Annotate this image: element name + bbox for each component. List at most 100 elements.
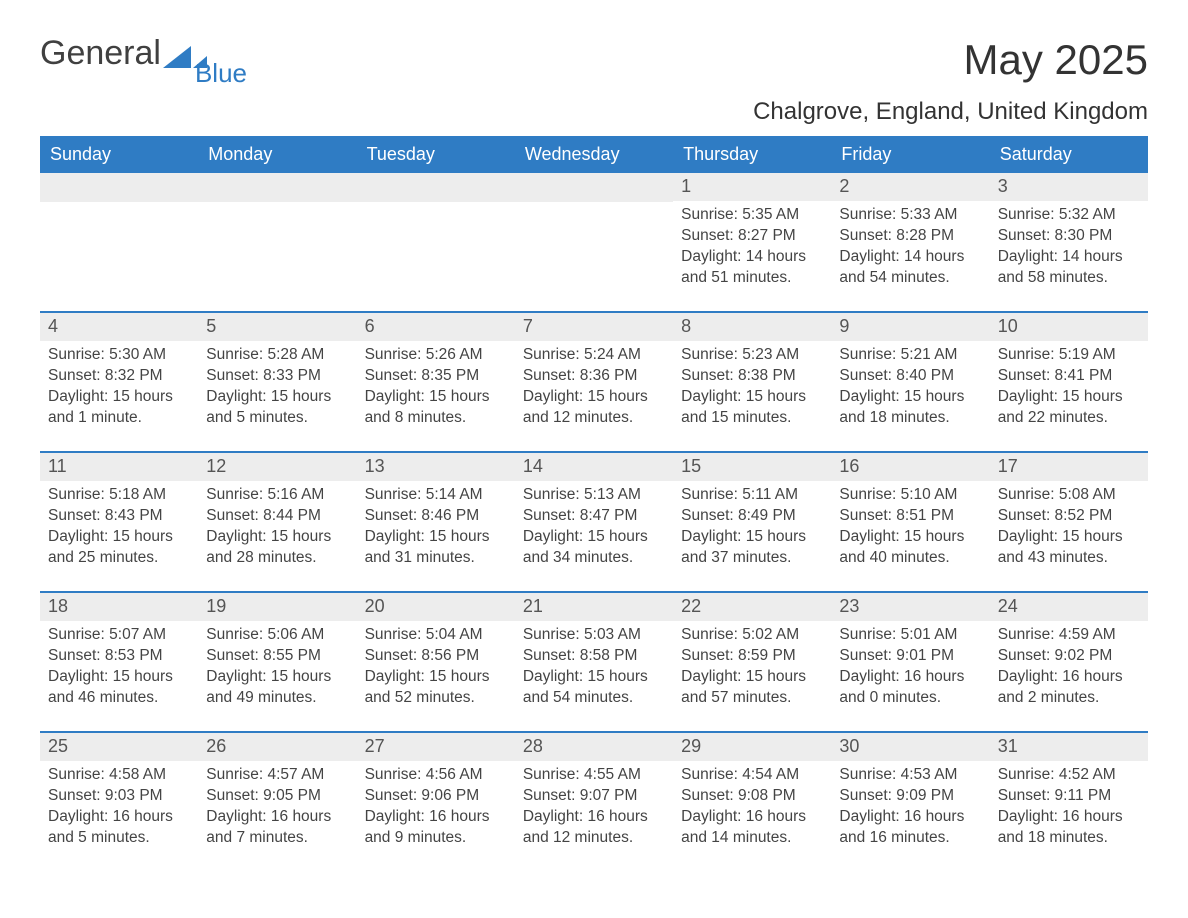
day-number: 27 xyxy=(357,733,515,761)
day-body: Sunrise: 4:54 AMSunset: 9:08 PMDaylight:… xyxy=(673,761,831,855)
week-row: 11Sunrise: 5:18 AMSunset: 8:43 PMDayligh… xyxy=(40,451,1148,591)
day-cell: 7Sunrise: 5:24 AMSunset: 8:36 PMDaylight… xyxy=(515,313,673,451)
day-number: 18 xyxy=(40,593,198,621)
sunset-text: Sunset: 9:03 PM xyxy=(48,786,190,807)
day-body: Sunrise: 5:26 AMSunset: 8:35 PMDaylight:… xyxy=(357,341,515,435)
day-number: 9 xyxy=(831,313,989,341)
day-cell: 13Sunrise: 5:14 AMSunset: 8:46 PMDayligh… xyxy=(357,453,515,591)
day-header: Tuesday xyxy=(357,136,515,173)
daylight-text: Daylight: 15 hours and 37 minutes. xyxy=(681,527,823,569)
day-number: 19 xyxy=(198,593,356,621)
sunrise-text: Sunrise: 5:32 AM xyxy=(998,205,1140,226)
day-body: Sunrise: 5:23 AMSunset: 8:38 PMDaylight:… xyxy=(673,341,831,435)
day-number: 25 xyxy=(40,733,198,761)
week-row: 1Sunrise: 5:35 AMSunset: 8:27 PMDaylight… xyxy=(40,173,1148,311)
sunrise-text: Sunrise: 5:16 AM xyxy=(206,485,348,506)
day-body: Sunrise: 5:03 AMSunset: 8:58 PMDaylight:… xyxy=(515,621,673,715)
sunset-text: Sunset: 8:32 PM xyxy=(48,366,190,387)
sunset-text: Sunset: 9:06 PM xyxy=(365,786,507,807)
sunset-text: Sunset: 8:41 PM xyxy=(998,366,1140,387)
sunset-text: Sunset: 8:47 PM xyxy=(523,506,665,527)
day-cell: 15Sunrise: 5:11 AMSunset: 8:49 PMDayligh… xyxy=(673,453,831,591)
day-number-empty xyxy=(40,173,198,202)
day-header: Sunday xyxy=(40,136,198,173)
day-header-row: SundayMondayTuesdayWednesdayThursdayFrid… xyxy=(40,136,1148,173)
day-cell: 3Sunrise: 5:32 AMSunset: 8:30 PMDaylight… xyxy=(990,173,1148,311)
page-subtitle: Chalgrove, England, United Kingdom xyxy=(753,98,1148,126)
day-body: Sunrise: 5:11 AMSunset: 8:49 PMDaylight:… xyxy=(673,481,831,575)
day-cell: 22Sunrise: 5:02 AMSunset: 8:59 PMDayligh… xyxy=(673,593,831,731)
logo: General Blue xyxy=(40,36,265,70)
day-cell: 19Sunrise: 5:06 AMSunset: 8:55 PMDayligh… xyxy=(198,593,356,731)
calendar: SundayMondayTuesdayWednesdayThursdayFrid… xyxy=(40,136,1148,871)
day-cell: 27Sunrise: 4:56 AMSunset: 9:06 PMDayligh… xyxy=(357,733,515,871)
day-number: 30 xyxy=(831,733,989,761)
daylight-text: Daylight: 15 hours and 54 minutes. xyxy=(523,667,665,709)
sunrise-text: Sunrise: 5:28 AM xyxy=(206,345,348,366)
daylight-text: Daylight: 16 hours and 2 minutes. xyxy=(998,667,1140,709)
daylight-text: Daylight: 15 hours and 25 minutes. xyxy=(48,527,190,569)
day-number: 28 xyxy=(515,733,673,761)
day-cell: 30Sunrise: 4:53 AMSunset: 9:09 PMDayligh… xyxy=(831,733,989,871)
sunset-text: Sunset: 8:43 PM xyxy=(48,506,190,527)
sunrise-text: Sunrise: 5:13 AM xyxy=(523,485,665,506)
day-header: Thursday xyxy=(673,136,831,173)
day-body: Sunrise: 5:19 AMSunset: 8:41 PMDaylight:… xyxy=(990,341,1148,435)
day-body: Sunrise: 5:08 AMSunset: 8:52 PMDaylight:… xyxy=(990,481,1148,575)
day-body: Sunrise: 4:53 AMSunset: 9:09 PMDaylight:… xyxy=(831,761,989,855)
sunset-text: Sunset: 9:02 PM xyxy=(998,646,1140,667)
sunset-text: Sunset: 8:44 PM xyxy=(206,506,348,527)
day-body: Sunrise: 4:58 AMSunset: 9:03 PMDaylight:… xyxy=(40,761,198,855)
sunset-text: Sunset: 9:08 PM xyxy=(681,786,823,807)
day-body: Sunrise: 5:35 AMSunset: 8:27 PMDaylight:… xyxy=(673,201,831,295)
day-number: 29 xyxy=(673,733,831,761)
sunrise-text: Sunrise: 5:26 AM xyxy=(365,345,507,366)
sunrise-text: Sunrise: 4:57 AM xyxy=(206,765,348,786)
page-title: May 2025 xyxy=(753,36,1148,84)
day-cell: 24Sunrise: 4:59 AMSunset: 9:02 PMDayligh… xyxy=(990,593,1148,731)
day-cell: 21Sunrise: 5:03 AMSunset: 8:58 PMDayligh… xyxy=(515,593,673,731)
day-body: Sunrise: 5:33 AMSunset: 8:28 PMDaylight:… xyxy=(831,201,989,295)
sunrise-text: Sunrise: 5:06 AM xyxy=(206,625,348,646)
day-cell: 18Sunrise: 5:07 AMSunset: 8:53 PMDayligh… xyxy=(40,593,198,731)
day-body: Sunrise: 4:56 AMSunset: 9:06 PMDaylight:… xyxy=(357,761,515,855)
daylight-text: Daylight: 15 hours and 57 minutes. xyxy=(681,667,823,709)
daylight-text: Daylight: 15 hours and 22 minutes. xyxy=(998,387,1140,429)
daylight-text: Daylight: 16 hours and 12 minutes. xyxy=(523,807,665,849)
sunrise-text: Sunrise: 4:58 AM xyxy=(48,765,190,786)
sunset-text: Sunset: 8:51 PM xyxy=(839,506,981,527)
sunrise-text: Sunrise: 5:14 AM xyxy=(365,485,507,506)
day-number: 23 xyxy=(831,593,989,621)
day-cell: 4Sunrise: 5:30 AMSunset: 8:32 PMDaylight… xyxy=(40,313,198,451)
day-number: 20 xyxy=(357,593,515,621)
sunset-text: Sunset: 8:55 PM xyxy=(206,646,348,667)
day-cell: 16Sunrise: 5:10 AMSunset: 8:51 PMDayligh… xyxy=(831,453,989,591)
sunset-text: Sunset: 8:53 PM xyxy=(48,646,190,667)
day-number: 14 xyxy=(515,453,673,481)
day-number: 3 xyxy=(990,173,1148,201)
sunrise-text: Sunrise: 5:24 AM xyxy=(523,345,665,366)
day-cell: 2Sunrise: 5:33 AMSunset: 8:28 PMDaylight… xyxy=(831,173,989,311)
day-body: Sunrise: 5:02 AMSunset: 8:59 PMDaylight:… xyxy=(673,621,831,715)
sunset-text: Sunset: 9:09 PM xyxy=(839,786,981,807)
day-cell xyxy=(515,173,673,311)
day-body: Sunrise: 5:10 AMSunset: 8:51 PMDaylight:… xyxy=(831,481,989,575)
day-body: Sunrise: 4:57 AMSunset: 9:05 PMDaylight:… xyxy=(198,761,356,855)
sunrise-text: Sunrise: 5:04 AM xyxy=(365,625,507,646)
sunset-text: Sunset: 8:59 PM xyxy=(681,646,823,667)
day-cell: 5Sunrise: 5:28 AMSunset: 8:33 PMDaylight… xyxy=(198,313,356,451)
sunset-text: Sunset: 8:35 PM xyxy=(365,366,507,387)
sunrise-text: Sunrise: 4:59 AM xyxy=(998,625,1140,646)
sunrise-text: Sunrise: 5:33 AM xyxy=(839,205,981,226)
day-number: 17 xyxy=(990,453,1148,481)
daylight-text: Daylight: 14 hours and 58 minutes. xyxy=(998,247,1140,289)
sunset-text: Sunset: 8:27 PM xyxy=(681,226,823,247)
daylight-text: Daylight: 15 hours and 43 minutes. xyxy=(998,527,1140,569)
sunset-text: Sunset: 9:01 PM xyxy=(839,646,981,667)
day-number: 31 xyxy=(990,733,1148,761)
day-header: Wednesday xyxy=(515,136,673,173)
day-cell: 11Sunrise: 5:18 AMSunset: 8:43 PMDayligh… xyxy=(40,453,198,591)
day-body: Sunrise: 4:55 AMSunset: 9:07 PMDaylight:… xyxy=(515,761,673,855)
sunrise-text: Sunrise: 5:21 AM xyxy=(839,345,981,366)
day-number: 12 xyxy=(198,453,356,481)
